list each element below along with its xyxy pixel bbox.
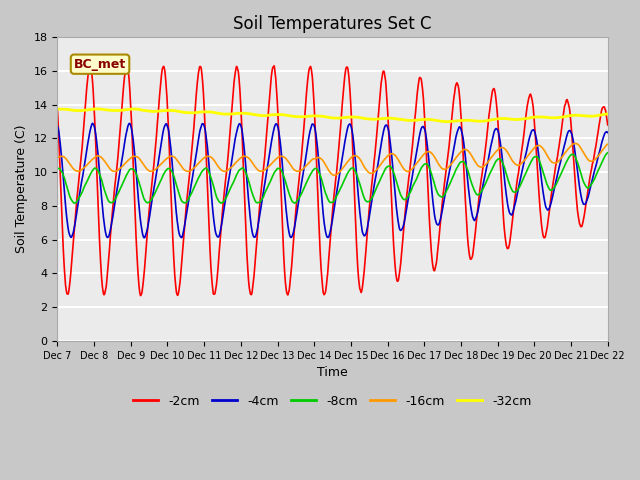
-32cm — [387, 115, 394, 121]
-16cm — [330, 172, 338, 178]
-2cm — [552, 163, 559, 169]
-2cm — [54, 107, 61, 113]
-32cm — [172, 108, 179, 114]
-4cm — [604, 130, 612, 135]
-2cm — [387, 169, 394, 175]
-32cm — [54, 106, 61, 112]
-2cm — [604, 122, 612, 128]
-16cm — [172, 155, 179, 161]
-16cm — [54, 155, 61, 160]
-2cm — [207, 269, 215, 275]
-4cm — [140, 235, 148, 241]
-2cm — [604, 121, 611, 127]
-8cm — [54, 166, 61, 171]
-8cm — [207, 175, 215, 181]
-32cm — [93, 106, 101, 112]
-8cm — [396, 190, 404, 196]
-8cm — [552, 183, 559, 189]
-32cm — [207, 109, 215, 115]
Line: -32cm: -32cm — [58, 109, 608, 122]
-32cm — [604, 111, 611, 117]
-16cm — [604, 141, 611, 147]
Line: -4cm: -4cm — [58, 123, 608, 238]
-16cm — [387, 151, 394, 157]
-4cm — [207, 191, 215, 197]
-4cm — [604, 130, 611, 135]
-32cm — [396, 116, 404, 122]
-4cm — [172, 202, 179, 208]
-2cm — [172, 280, 179, 286]
Y-axis label: Soil Temperature (C): Soil Temperature (C) — [15, 125, 28, 253]
-4cm — [552, 180, 559, 185]
-4cm — [387, 141, 394, 147]
-16cm — [552, 160, 559, 166]
-4cm — [396, 227, 404, 233]
-4cm — [89, 120, 97, 126]
Title: Soil Temperatures Set C: Soil Temperatures Set C — [234, 15, 432, 33]
-2cm — [137, 293, 145, 299]
-16cm — [604, 141, 612, 147]
-8cm — [387, 164, 394, 169]
-2cm — [396, 266, 404, 272]
-8cm — [604, 150, 612, 156]
X-axis label: Time: Time — [317, 366, 348, 379]
-8cm — [172, 178, 179, 184]
-32cm — [444, 119, 452, 125]
-16cm — [572, 141, 579, 146]
-2cm — [270, 63, 278, 69]
-32cm — [552, 115, 559, 120]
-32cm — [604, 111, 612, 117]
Line: -16cm: -16cm — [58, 144, 608, 175]
-8cm — [291, 200, 299, 206]
Line: -2cm: -2cm — [58, 66, 608, 296]
Text: BC_met: BC_met — [74, 58, 126, 71]
Line: -8cm: -8cm — [58, 153, 608, 203]
-16cm — [207, 154, 215, 160]
-16cm — [396, 160, 404, 166]
Legend: -2cm, -4cm, -8cm, -16cm, -32cm: -2cm, -4cm, -8cm, -16cm, -32cm — [129, 390, 537, 412]
-8cm — [604, 150, 611, 156]
-4cm — [54, 123, 61, 129]
